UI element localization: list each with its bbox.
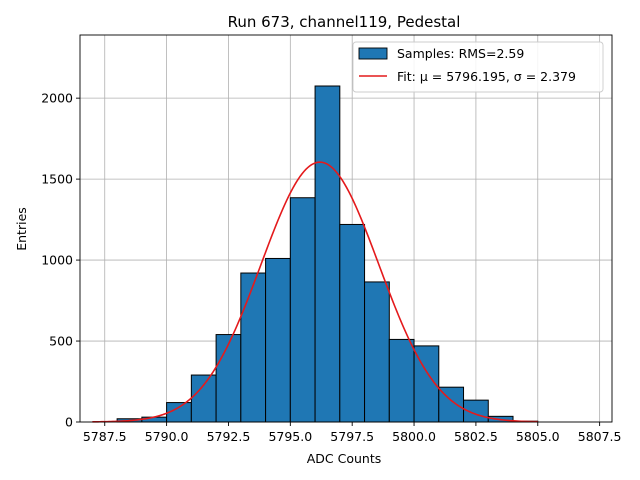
x-tick-label: 5807.5	[578, 429, 622, 444]
histogram-bar	[141, 416, 168, 423]
y-tick-label: 0	[65, 415, 73, 430]
histogram-bar	[215, 334, 242, 423]
histogram-bar	[265, 257, 291, 423]
x-tick-label: 5797.5	[330, 429, 374, 444]
y-axis-label: Entries	[14, 207, 29, 251]
histogram-bar	[240, 272, 267, 423]
chart-title: Run 673, channel119, Pedestal	[228, 13, 461, 31]
y-tick-label: 1500	[41, 172, 73, 187]
y-tick-label: 2000	[41, 91, 73, 106]
legend-fit-label: Fit: μ = 5796.195, σ = 2.379	[397, 69, 576, 84]
histogram-bar	[364, 281, 390, 423]
histogram-bar	[190, 374, 217, 423]
x-axis-label: ADC Counts	[307, 451, 382, 466]
x-tick-label: 5792.5	[207, 429, 251, 444]
y-tick-label: 500	[49, 334, 73, 349]
legend-box	[352, 41, 604, 93]
legend-samples-swatch	[358, 47, 388, 60]
fit-curve	[92, 161, 538, 423]
x-tick-label: 5802.5	[454, 429, 498, 444]
x-tick-label: 5787.5	[83, 429, 127, 444]
histogram-bar	[289, 197, 316, 423]
histogram-bar	[314, 85, 341, 423]
plot-frame	[79, 34, 613, 423]
x-tick-label: 5795.0	[268, 429, 312, 444]
histogram-bar	[388, 338, 415, 423]
x-tick-label: 5805.0	[516, 429, 560, 444]
legend-samples-label: Samples: RMS=2.59	[397, 46, 524, 61]
y-axis-ticks: 0 500 1000 1500 2000	[41, 91, 80, 430]
y-tick-label: 1000	[41, 253, 73, 268]
x-axis-ticks: 5787.5 5790.0 5792.5 5795.0 5797.5 5800.0 5802…	[83, 422, 622, 444]
histogram-bar	[339, 223, 366, 423]
x-tick-label: 5800.0	[392, 429, 436, 444]
x-tick-label: 5790.0	[145, 429, 189, 444]
legend: Samples: RMS=2.59 Fit: μ = 5796.195, σ =…	[352, 41, 604, 93]
histogram-bars	[116, 85, 539, 423]
